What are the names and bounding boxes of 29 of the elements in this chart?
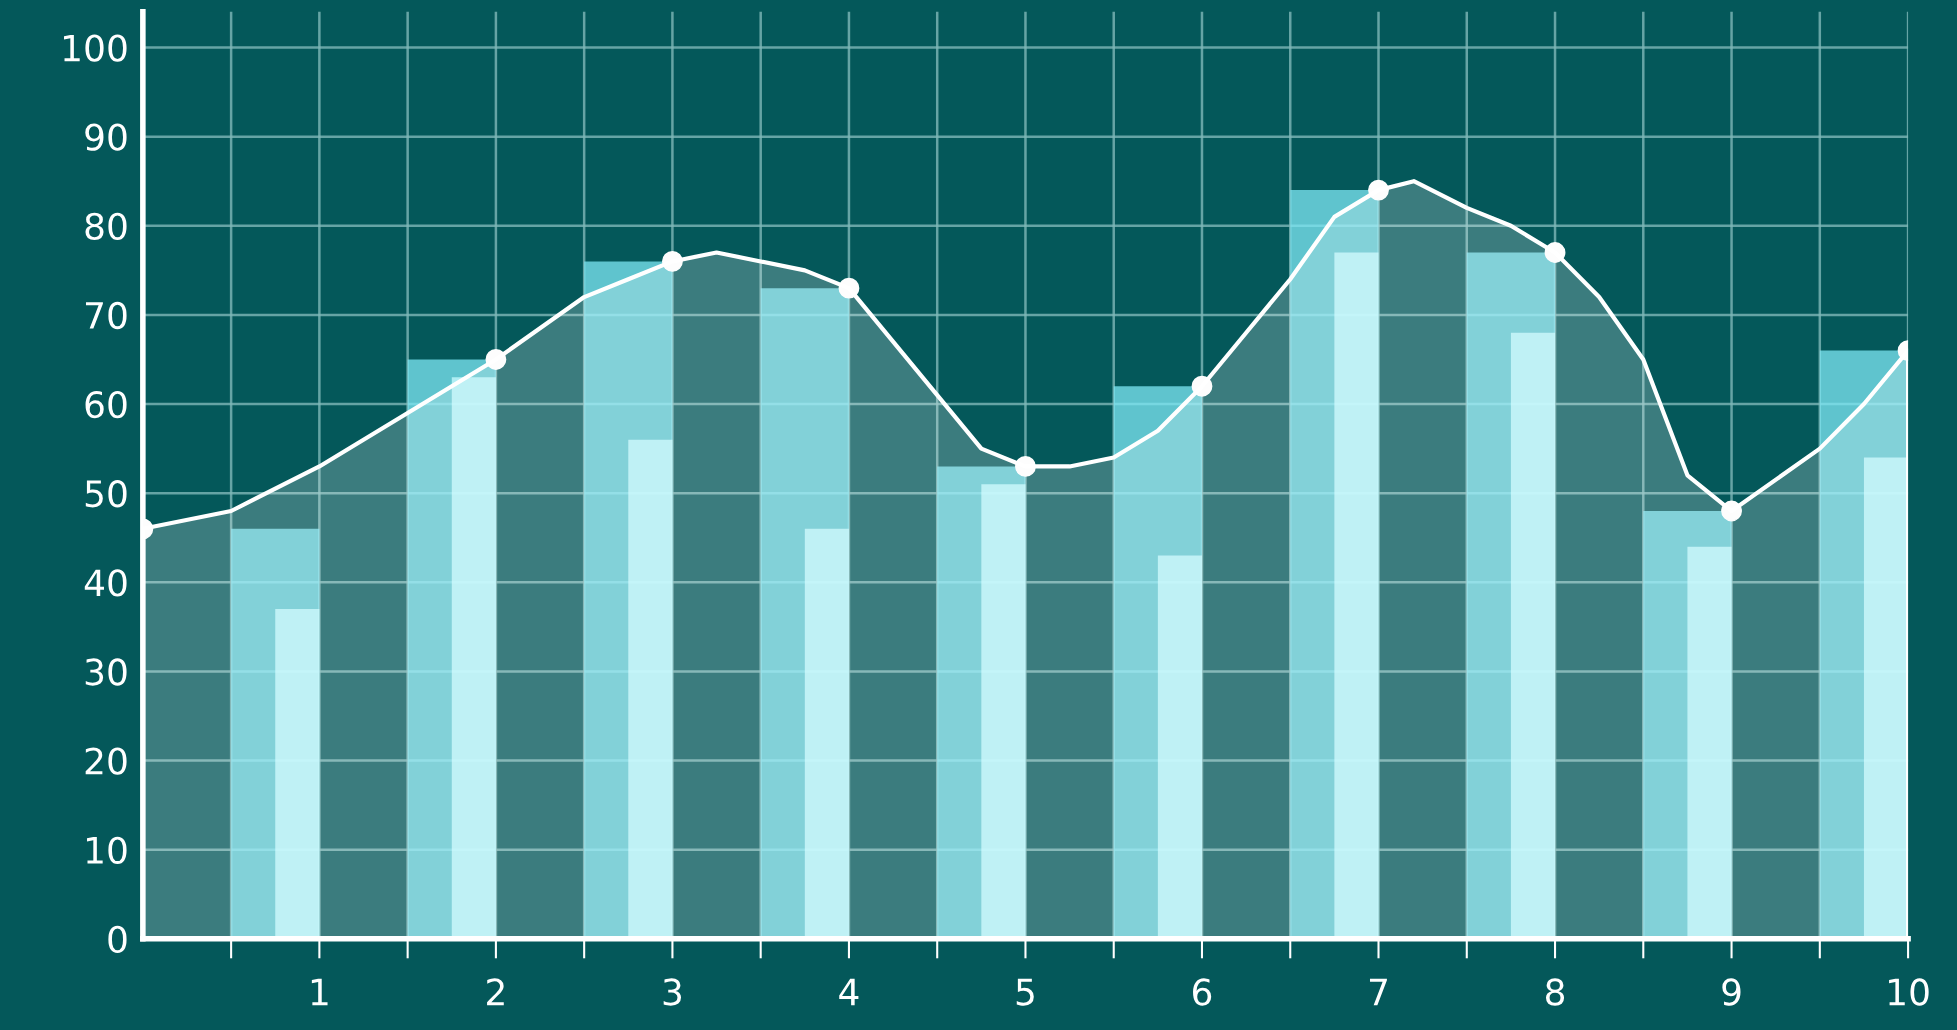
y-tick-label: 70 <box>85 301 127 330</box>
y-tick-label: 80 <box>85 212 127 240</box>
point <box>662 251 683 272</box>
point <box>1015 456 1036 477</box>
y-tick-label: 30 <box>85 658 127 686</box>
x-tick-label: 8 <box>1545 978 1565 1006</box>
x-tick-label: 4 <box>839 978 859 1006</box>
x-tick-label: 7 <box>1369 978 1387 1006</box>
x-tick-label: 9 <box>1722 978 1741 1006</box>
point <box>838 277 860 299</box>
x-tick-label: 5 <box>1016 978 1034 1006</box>
x-tick-label: 2 <box>487 978 504 1006</box>
y-tick-label: 100 <box>64 34 127 62</box>
x-tick-label: 3 <box>663 978 682 1006</box>
point <box>1544 242 1566 263</box>
point <box>1721 500 1742 522</box>
y-tick-label: 20 <box>85 747 127 775</box>
point <box>1191 375 1213 397</box>
y-tick-label: 90 <box>85 123 127 151</box>
y-tick-label: 50 <box>85 480 127 508</box>
y-tick-label: 40 <box>84 569 127 597</box>
point <box>1368 179 1389 201</box>
x-tick-label: 6 <box>1193 978 1212 1006</box>
point <box>485 349 507 370</box>
y-tick-label: 10 <box>86 836 127 864</box>
x-tick-label: 10 <box>1889 978 1929 1006</box>
y-tick-label: 60 <box>85 390 127 419</box>
y-tick-label: 0 <box>108 925 127 954</box>
x-tick-label: 1 <box>311 978 328 1006</box>
